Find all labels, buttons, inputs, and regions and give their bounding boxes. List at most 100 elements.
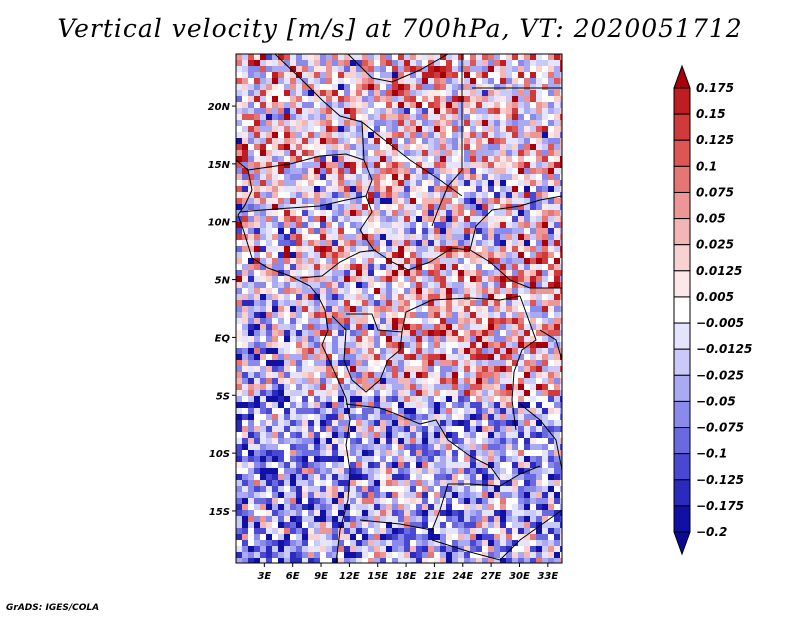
field-cell xyxy=(326,456,332,462)
field-cell xyxy=(260,360,266,366)
field-cell xyxy=(548,354,554,360)
colorbar-label: 0.025 xyxy=(696,238,734,252)
field-cell xyxy=(284,336,290,342)
field-cell xyxy=(254,552,260,558)
field-cell xyxy=(458,390,464,396)
field-cell xyxy=(368,204,374,210)
field-cell xyxy=(266,414,272,420)
field-cell xyxy=(530,426,536,432)
field-cell xyxy=(542,492,548,498)
field-cell xyxy=(254,360,260,366)
field-cell xyxy=(536,198,542,204)
lat-tick-label: 5S xyxy=(216,391,230,402)
field-cell xyxy=(374,396,380,402)
field-cell xyxy=(380,414,386,420)
field-cell xyxy=(488,378,494,384)
field-cell xyxy=(524,360,530,366)
field-cell xyxy=(458,540,464,546)
field-cell xyxy=(356,108,362,114)
field-cell xyxy=(242,60,248,66)
field-cell xyxy=(512,78,518,84)
field-cell xyxy=(452,228,458,234)
field-cell xyxy=(290,504,296,510)
field-cell xyxy=(374,294,380,300)
field-cell xyxy=(410,78,416,84)
field-cell xyxy=(392,294,398,300)
field-cell xyxy=(236,168,242,174)
field-cell xyxy=(488,474,494,480)
field-cell xyxy=(290,378,296,384)
field-cell xyxy=(494,522,500,528)
field-cell xyxy=(272,318,278,324)
field-cell xyxy=(350,510,356,516)
field-cell xyxy=(548,366,554,372)
field-cell xyxy=(554,294,560,300)
field-cell xyxy=(254,72,260,78)
field-cell xyxy=(242,336,248,342)
field-cell xyxy=(410,408,416,414)
field-cell xyxy=(458,294,464,300)
field-cell xyxy=(458,552,464,558)
field-cell xyxy=(362,546,368,552)
field-cell xyxy=(290,474,296,480)
field-cell xyxy=(530,414,536,420)
field-cell xyxy=(518,282,524,288)
field-cell xyxy=(392,126,398,132)
field-cell xyxy=(326,156,332,162)
field-cell xyxy=(356,384,362,390)
field-cell xyxy=(452,330,458,336)
field-cell xyxy=(482,420,488,426)
field-cell xyxy=(260,498,266,504)
field-cell xyxy=(248,330,254,336)
field-cell xyxy=(398,402,404,408)
field-cell xyxy=(404,192,410,198)
field-cell xyxy=(524,138,530,144)
field-cell xyxy=(482,54,488,60)
field-cell xyxy=(374,540,380,546)
field-cell xyxy=(296,270,302,276)
field-cell xyxy=(266,114,272,120)
field-cell xyxy=(272,168,278,174)
field-cell xyxy=(512,528,518,534)
field-cell xyxy=(308,210,314,216)
field-cell xyxy=(362,66,368,72)
field-cell xyxy=(548,66,554,72)
field-cell xyxy=(410,72,416,78)
field-cell xyxy=(320,294,326,300)
field-cell xyxy=(446,324,452,330)
field-cell xyxy=(434,384,440,390)
field-cell xyxy=(536,540,542,546)
field-cell xyxy=(404,90,410,96)
field-cell xyxy=(302,264,308,270)
field-cell xyxy=(440,384,446,390)
field-cell xyxy=(236,222,242,228)
field-cell xyxy=(476,480,482,486)
field-cell xyxy=(506,264,512,270)
field-cell xyxy=(374,426,380,432)
field-cell xyxy=(296,252,302,258)
field-cell xyxy=(554,312,560,318)
field-cell xyxy=(428,468,434,474)
field-cell xyxy=(476,168,482,174)
field-cell xyxy=(386,150,392,156)
field-cell xyxy=(524,558,530,563)
field-cell xyxy=(512,192,518,198)
field-cell xyxy=(350,438,356,444)
field-cell xyxy=(356,444,362,450)
field-cell xyxy=(296,462,302,468)
field-cell xyxy=(236,528,242,534)
field-cell xyxy=(302,234,308,240)
field-cell xyxy=(302,198,308,204)
field-cell xyxy=(326,426,332,432)
field-cell xyxy=(500,162,506,168)
field-cell xyxy=(488,78,494,84)
field-cell xyxy=(344,504,350,510)
field-cell xyxy=(314,546,320,552)
field-cell xyxy=(482,534,488,540)
field-cell xyxy=(506,72,512,78)
field-cell xyxy=(320,360,326,366)
field-cell xyxy=(368,540,374,546)
field-cell xyxy=(446,150,452,156)
field-cell xyxy=(362,432,368,438)
field-cell xyxy=(518,156,524,162)
